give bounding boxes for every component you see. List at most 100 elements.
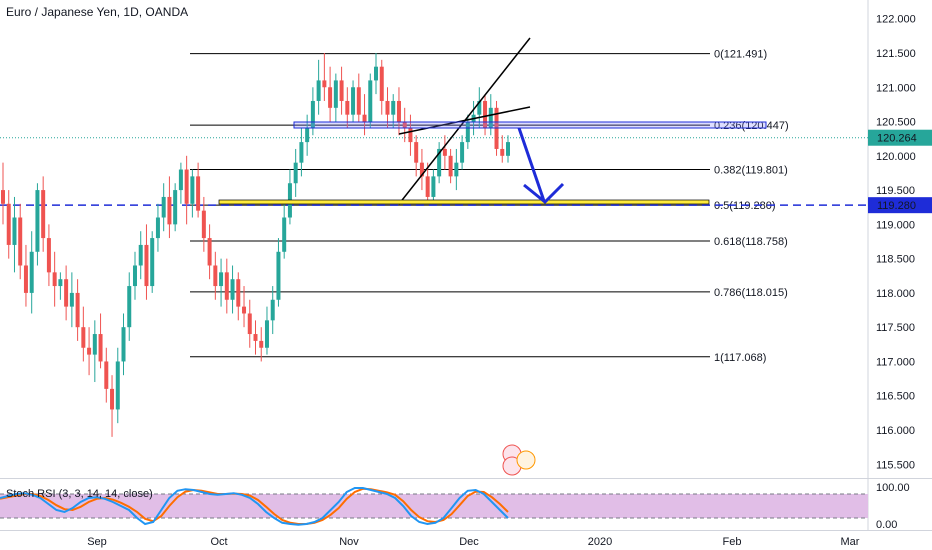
candle-body xyxy=(351,87,356,115)
price-pane[interactable] xyxy=(0,0,868,478)
price-tick-label: 120.000 xyxy=(876,151,916,163)
candle-body xyxy=(196,176,201,211)
candle-body xyxy=(506,142,510,156)
candle-body xyxy=(12,217,17,245)
time-tick-label: 2020 xyxy=(588,536,612,548)
candle-body xyxy=(98,334,103,362)
indicator-label: Stoch RSI (3, 3, 14, 14, close) xyxy=(6,488,153,500)
candle-body xyxy=(18,217,23,266)
candle-body xyxy=(144,244,149,287)
candle-body xyxy=(339,80,344,101)
price-tick-label: 117.000 xyxy=(876,356,915,368)
candle-body xyxy=(379,66,384,101)
channel-lower-line[interactable] xyxy=(398,106,531,135)
candle-body xyxy=(75,292,80,328)
chart-title: Euro / Japanese Yen, 1D, OANDA xyxy=(6,5,188,19)
candle-body xyxy=(161,196,166,218)
event-marker-icon[interactable] xyxy=(516,450,536,470)
candle-body xyxy=(442,148,447,156)
stoch-rsi-lines xyxy=(0,487,509,526)
resistance-zone[interactable] xyxy=(293,121,767,129)
stoch-band xyxy=(0,494,868,518)
candle-body xyxy=(247,313,252,335)
candle-body xyxy=(190,176,195,204)
candle-body xyxy=(213,265,218,287)
stoch-tick-label: 0.00 xyxy=(876,519,897,531)
fib-level-label: 0.786(118.015) xyxy=(714,287,788,299)
candle-body xyxy=(425,176,430,197)
candle-body xyxy=(448,155,453,177)
candle-body xyxy=(138,244,143,266)
candle-body xyxy=(236,279,241,307)
price-tick-label: 115.500 xyxy=(876,459,915,471)
down-arrow-head-icon xyxy=(523,182,565,205)
candle-body xyxy=(64,279,69,307)
stoch-k-line xyxy=(0,487,509,526)
candle-body xyxy=(500,148,505,156)
price-tick-label: 121.500 xyxy=(876,48,916,60)
candle-body xyxy=(385,100,390,115)
price-tick-label: 117.500 xyxy=(876,322,915,334)
candle-body xyxy=(374,66,379,81)
candle-body xyxy=(69,292,74,307)
fib-retracement[interactable]: 0(121.491) 0.236(120.447) 0.382(119.801) 0.… xyxy=(0,49,868,364)
candle-body xyxy=(460,142,465,163)
candle-body xyxy=(87,347,92,355)
current-price-tag xyxy=(868,129,932,146)
time-tick-label: Sep xyxy=(87,536,107,548)
candle-body xyxy=(310,100,315,129)
candle-body xyxy=(356,87,361,115)
time-tick-label: Feb xyxy=(723,536,742,548)
candle-body xyxy=(316,80,321,101)
candle-body xyxy=(419,162,424,177)
candle-body xyxy=(276,251,281,300)
time-axis[interactable]: Sep Oct Nov Dec 2020 Feb Mar xyxy=(87,536,860,548)
candle-body xyxy=(414,142,419,163)
candle-body xyxy=(167,196,172,225)
candle-body xyxy=(391,100,396,115)
fib-level-label: 0.236(120.447) xyxy=(714,120,789,132)
candle-body xyxy=(431,176,436,197)
price-tick-label: 119.500 xyxy=(876,185,915,197)
candle-body xyxy=(52,272,57,287)
down-arrow-shaft[interactable] xyxy=(517,127,546,202)
fib-level-label: 0.382(119.801) xyxy=(714,164,788,176)
fib-level-label: 1(117.068) xyxy=(714,352,766,364)
candle-body xyxy=(110,388,115,410)
candle-body xyxy=(46,238,51,273)
price-axis[interactable]: 122.000 121.500 121.000 120.500 120.000 119.5… xyxy=(868,14,932,531)
candle-body xyxy=(155,217,160,239)
candle-body xyxy=(81,327,86,348)
candle-body xyxy=(488,107,493,129)
time-tick-label: Oct xyxy=(210,536,227,548)
candle-body xyxy=(207,238,212,266)
candle-body xyxy=(328,87,333,108)
candle-body xyxy=(305,128,310,143)
candle-body xyxy=(242,306,247,314)
candle-body xyxy=(483,100,488,129)
time-tick-label: Nov xyxy=(339,536,359,548)
candle-body xyxy=(201,210,206,239)
candle-body xyxy=(293,162,298,184)
price-tick-label: 118.000 xyxy=(876,288,915,300)
candle-body xyxy=(104,361,109,389)
time-tick-label: Mar xyxy=(841,536,860,548)
candle-body xyxy=(465,121,470,143)
candle-body xyxy=(127,286,132,328)
candle-body xyxy=(299,142,304,163)
candle-body xyxy=(396,100,401,122)
candle-body xyxy=(259,340,264,348)
price-tick-label: 122.000 xyxy=(876,14,916,26)
candle-body xyxy=(219,272,224,287)
candle-body xyxy=(184,169,189,204)
candle-body xyxy=(1,190,5,204)
fib-level-label: 0.618(118.758) xyxy=(714,236,788,248)
candle-body xyxy=(454,162,459,177)
level-price-label: 119.280 xyxy=(877,200,916,212)
candle-body xyxy=(35,190,40,252)
candle-body xyxy=(23,265,28,293)
candle-body xyxy=(115,361,120,410)
fib-level-label: 0.5(119.280) xyxy=(714,200,776,212)
target-zone[interactable] xyxy=(218,199,710,205)
